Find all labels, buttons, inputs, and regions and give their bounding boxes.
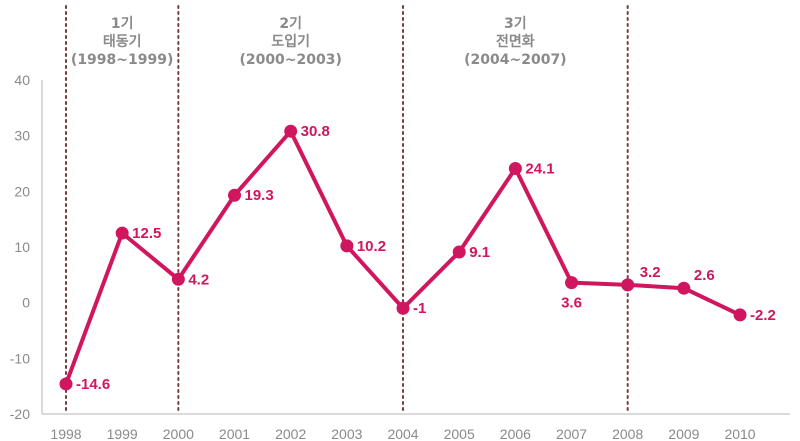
y-tick-label: 10 <box>14 239 30 255</box>
x-tick-label: 2002 <box>275 426 306 441</box>
data-label: 10.2 <box>357 238 386 255</box>
x-tick-label: 1999 <box>107 426 138 441</box>
data-point <box>396 301 410 315</box>
data-point <box>340 239 354 253</box>
data-label: 2.6 <box>694 267 715 284</box>
phase-range: (1998~1999) <box>71 52 173 68</box>
data-label: 3.6 <box>561 295 582 312</box>
data-point <box>733 308 747 322</box>
data-point <box>284 124 298 138</box>
data-points <box>59 124 747 391</box>
data-point <box>59 377 73 391</box>
data-point <box>621 278 635 292</box>
x-tick-label: 2006 <box>500 426 531 441</box>
data-label: 4.2 <box>188 271 209 288</box>
phase-description: 태동기 <box>103 34 142 50</box>
data-point <box>171 272 185 286</box>
x-tick-label: 2003 <box>331 426 362 441</box>
x-tick-label: 2009 <box>668 426 699 441</box>
x-tick-label: 2001 <box>219 426 250 441</box>
data-label: -2.2 <box>750 307 776 324</box>
data-point <box>228 188 242 202</box>
phase-name: 2기 <box>279 16 302 32</box>
data-label: 9.1 <box>469 244 490 261</box>
period-dividers <box>65 5 629 415</box>
y-tick-label: 40 <box>14 72 30 88</box>
data-label: 24.1 <box>525 161 554 178</box>
y-tick-label: 30 <box>14 128 30 144</box>
phase-name: 1기 <box>111 16 134 32</box>
phase-range: (2000~2003) <box>239 52 341 68</box>
data-point <box>452 245 466 259</box>
x-tick-label: 2010 <box>724 426 755 441</box>
y-tick-label: -10 <box>10 350 30 366</box>
phase-name: 3기 <box>504 16 527 32</box>
x-tick-label: 1998 <box>50 426 81 441</box>
phase-description: 도입기 <box>271 34 310 50</box>
data-point <box>565 276 579 290</box>
y-tick-label: 20 <box>14 183 30 199</box>
x-tick-label: 2008 <box>612 426 643 441</box>
x-tick-label: 2000 <box>163 426 194 441</box>
data-point <box>508 162 522 176</box>
data-label: 3.2 <box>640 264 661 281</box>
data-label: 12.5 <box>132 225 161 242</box>
data-label: 19.3 <box>245 187 274 204</box>
data-label: 30.8 <box>301 123 330 140</box>
data-labels: -14.6 12.5 4.2 19.3 30.8 10.2 -1 9.1 24.1 3.6 3.2 2… <box>76 123 776 393</box>
data-label: -1 <box>413 300 426 317</box>
x-tick-label: 2007 <box>556 426 587 441</box>
data-point <box>677 281 691 295</box>
data-point <box>115 226 129 240</box>
x-tick-label: 2005 <box>444 426 475 441</box>
phase-range: (2004~2007) <box>464 52 566 68</box>
phase-description: 전면화 <box>496 33 535 50</box>
y-tick-label: 0 <box>22 295 30 311</box>
x-tick-label: 2004 <box>387 426 418 441</box>
data-label: -14.6 <box>76 376 110 393</box>
y-tick-label: -20 <box>10 406 30 422</box>
